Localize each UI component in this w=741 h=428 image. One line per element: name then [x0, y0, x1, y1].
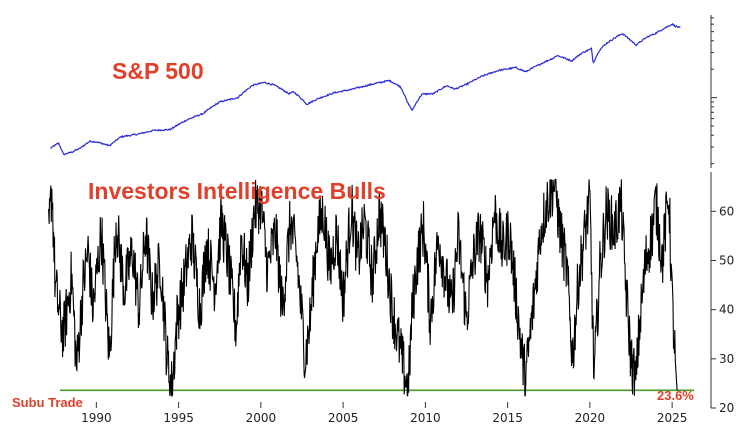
axes-layer: 20 30 40 50 60 1990 1995 2000 2005 2010 2015 2020 20… — [81, 15, 734, 425]
bulls-y-tick-label-20: 20 — [719, 401, 734, 415]
x-tick-label-1995: 1995 — [163, 411, 194, 425]
bulls-title: Investors Intelligence Bulls — [88, 178, 386, 204]
watermark-label: Subu Trade — [12, 395, 83, 410]
latest-value-label: 23.6% — [657, 388, 694, 403]
sp500-panel — [50, 22, 681, 156]
bulls-y-tick-label-40: 40 — [719, 303, 734, 317]
bulls-y-tick-label-30: 30 — [719, 352, 734, 366]
x-tick-label-2015: 2015 — [492, 411, 523, 425]
bulls-y-tick-label-50: 50 — [719, 254, 734, 268]
x-tick-label-2020: 2020 — [575, 411, 606, 425]
x-tick-label-2010: 2010 — [410, 411, 441, 425]
x-tick-label-2000: 2000 — [246, 411, 277, 425]
x-tick-label-2025: 2025 — [657, 411, 688, 425]
sp500-title: S&P 500 — [112, 58, 204, 84]
sp500-series-line — [50, 22, 681, 156]
bulls-series-line — [48, 178, 678, 398]
x-tick-label-1990: 1990 — [81, 411, 112, 425]
bulls-panel — [48, 178, 694, 398]
bulls-y-tick-label-60: 60 — [719, 204, 734, 218]
x-tick-label-2005: 2005 — [328, 411, 359, 425]
